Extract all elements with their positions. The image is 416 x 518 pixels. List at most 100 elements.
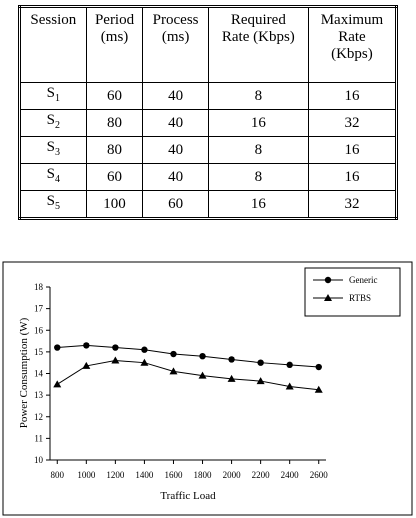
y-tick-label: 17: [34, 304, 44, 314]
session-base: S: [46, 139, 55, 155]
data-point: [170, 350, 177, 358]
x-tick-label: 2000: [223, 470, 242, 480]
header-cell: Period (ms): [85, 6, 144, 83]
header-cell: Process (ms): [142, 6, 209, 83]
header-line: Rate (Kbps): [221, 29, 295, 45]
session-cell: S5: [19, 190, 87, 219]
header-line: Process: [152, 12, 199, 28]
session-sub: 4: [54, 174, 60, 185]
header-cell: Session: [19, 6, 87, 83]
data-point: [112, 344, 119, 351]
session-base: S: [46, 85, 55, 101]
data-point: [53, 380, 62, 388]
legend-label: RTBS: [349, 293, 371, 303]
table-cell: 16: [207, 109, 309, 137]
table-row: S5 100 60 16 32: [19, 190, 398, 219]
data-point: [257, 359, 264, 366]
data-point: [198, 371, 207, 379]
data-point: [141, 346, 148, 353]
header-line: Rate: [338, 29, 366, 45]
header-line: Required: [230, 12, 286, 28]
session-base: S: [46, 112, 55, 128]
y-tick-label: 12: [34, 412, 43, 422]
data-point: [227, 374, 236, 382]
data-point: [82, 361, 91, 369]
y-axis-title: Power Consumption (W): [18, 317, 30, 428]
table-cell: 16: [307, 136, 398, 164]
header-line: (Kbps): [331, 46, 373, 62]
header-line: (ms): [100, 29, 129, 45]
session-sub: 3: [54, 147, 60, 158]
y-tick-label: 18: [34, 282, 44, 292]
x-tick-label: 2600: [310, 470, 329, 480]
session-sub: 5: [54, 201, 60, 212]
data-point: [140, 358, 149, 366]
data-point: [199, 353, 206, 360]
table-cell: 60: [85, 82, 144, 110]
table-cell: 32: [307, 190, 398, 219]
table-cell: 40: [142, 82, 209, 110]
header-line: Maximum: [320, 12, 384, 28]
data-point: [256, 377, 265, 385]
session-sub: 1: [54, 93, 60, 104]
x-tick-label: 1600: [164, 470, 183, 480]
data-point: [314, 385, 323, 393]
data-point: [169, 367, 178, 375]
session-base: S: [46, 166, 55, 182]
x-tick-label: 1000: [77, 470, 96, 480]
header-line: Period: [94, 12, 135, 28]
data-point: [286, 361, 293, 369]
data-point: [83, 342, 90, 349]
table-cell: 16: [307, 163, 398, 191]
table-cell: 60: [142, 190, 209, 219]
data-point: [111, 356, 120, 364]
session-table: Session Period (ms) Process (ms) Required Rate…: [18, 5, 398, 220]
legend-marker: [324, 276, 332, 284]
table-cell: 60: [85, 163, 144, 191]
x-tick-label: 1400: [135, 470, 154, 480]
series-line: [57, 344, 319, 368]
legend-box: [304, 267, 401, 317]
y-tick-label: 11: [34, 433, 43, 443]
table-cell: 8: [207, 136, 309, 164]
table-cell: 8: [207, 82, 309, 110]
session-cell: S3: [19, 136, 87, 164]
session-cell: S1: [19, 82, 87, 110]
table-cell: 32: [307, 109, 398, 137]
y-tick-label: 16: [34, 325, 44, 335]
header-line: Session: [30, 12, 77, 28]
data-point: [54, 344, 61, 351]
data-point: [315, 363, 322, 371]
header-cell: Maximum Rate (Kbps): [307, 6, 398, 83]
data-point: [285, 382, 294, 390]
session-base: S: [46, 193, 55, 209]
table-row: S3 80 40 8 16: [19, 136, 398, 164]
table-cell: 40: [142, 163, 209, 191]
chart-frame: [2, 261, 413, 516]
x-tick-label: 2400: [281, 470, 300, 480]
y-tick-label: 15: [34, 347, 44, 357]
header-line: (ms): [161, 29, 190, 45]
x-axis-title: Traffic Load: [160, 490, 216, 502]
legend-label: Generic: [349, 275, 377, 285]
table-cell: 16: [307, 82, 398, 110]
table-row: S4 60 40 8 16: [19, 163, 398, 191]
table-cell: 80: [85, 109, 144, 137]
x-tick-label: 1800: [194, 470, 213, 480]
table-row: S1 60 40 8 16: [19, 82, 398, 110]
table-row: S2 80 40 16 32: [19, 109, 398, 137]
y-tick-label: 10: [34, 455, 44, 465]
session-sub: 2: [54, 120, 60, 131]
x-tick-label: 800: [51, 470, 65, 480]
legend-marker: [324, 294, 332, 301]
y-tick-label: 13: [34, 390, 44, 400]
x-tick-label: 1200: [106, 470, 125, 480]
y-tick-label: 14: [34, 369, 44, 379]
x-tick-label: 2200: [252, 470, 271, 480]
table-cell: 16: [207, 190, 309, 219]
header-cell: Required Rate (Kbps): [207, 6, 309, 83]
data-point: [228, 356, 235, 363]
table-cell: 100: [85, 190, 144, 219]
